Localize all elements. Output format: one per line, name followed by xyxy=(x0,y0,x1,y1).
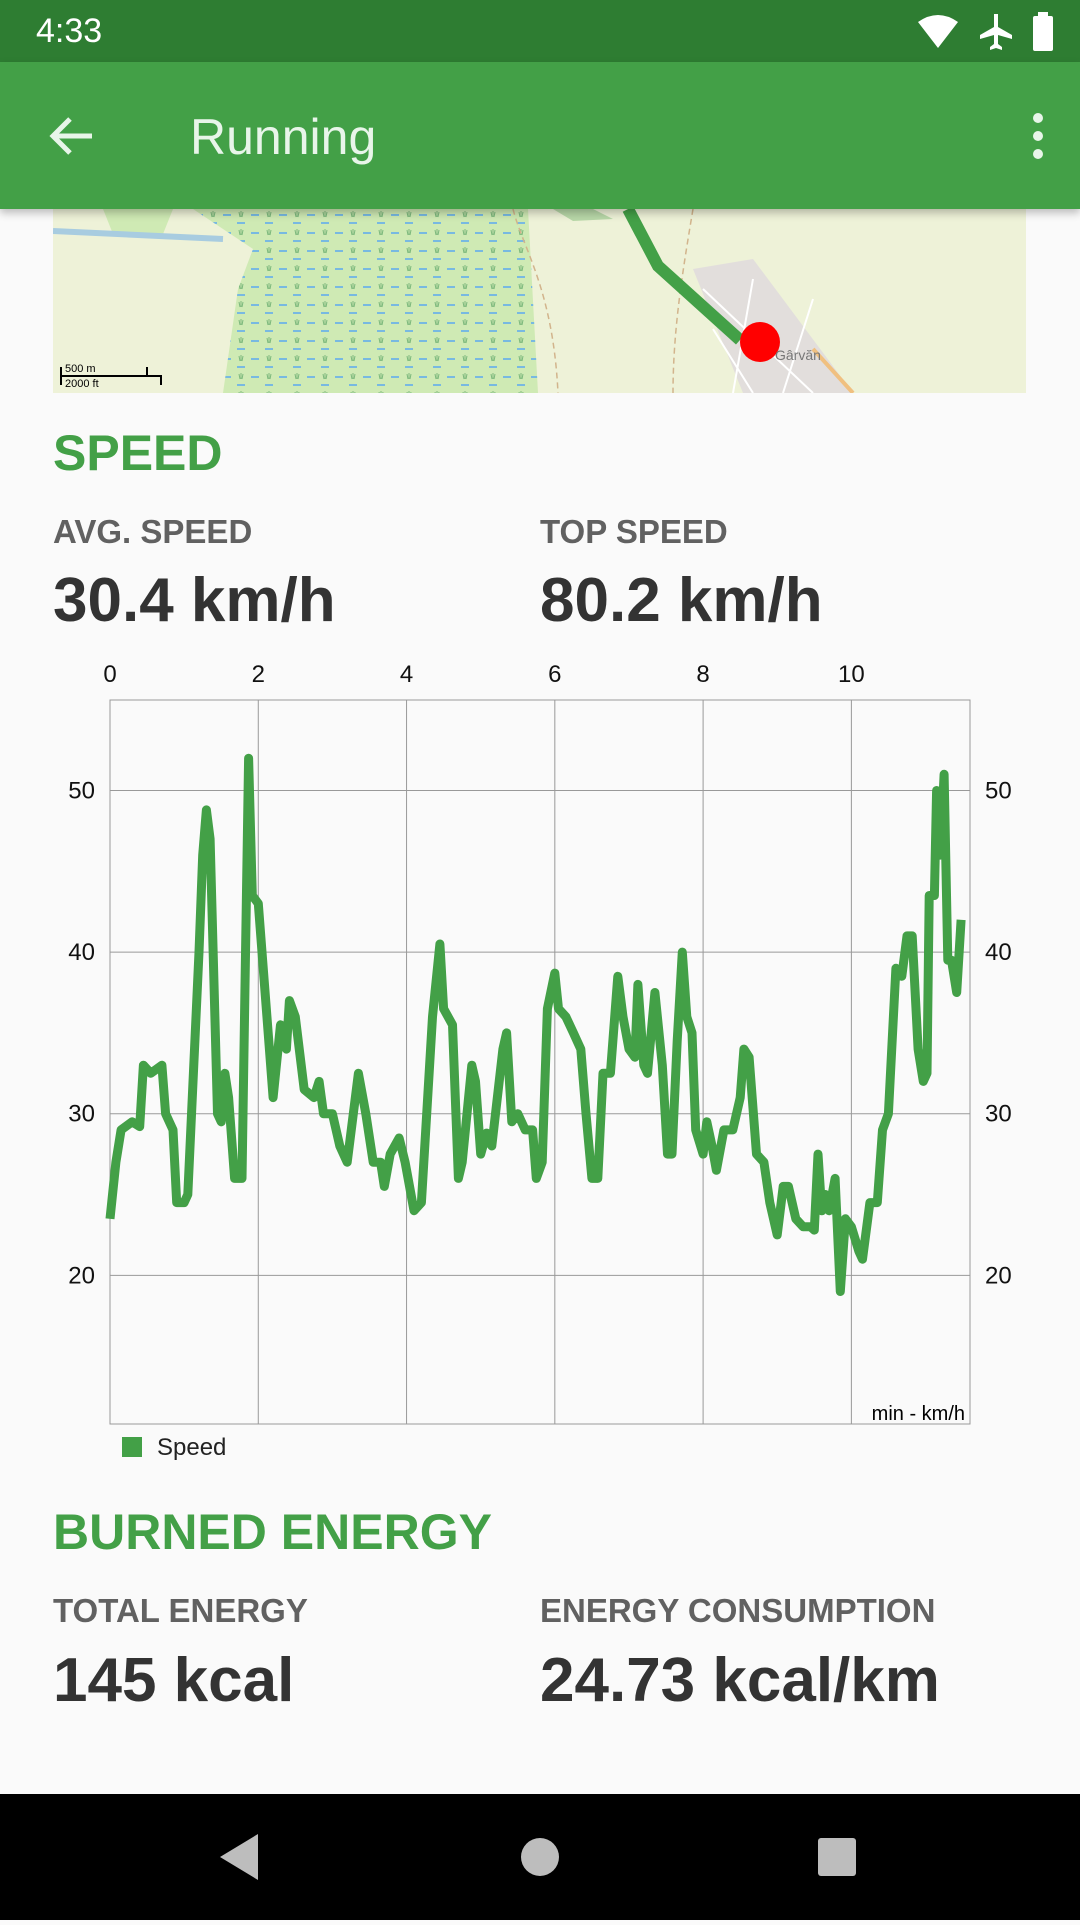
x-tick-label: 10 xyxy=(838,661,865,688)
y-tick-label-right: 50 xyxy=(985,778,1012,805)
top-speed-label: TOP SPEED xyxy=(540,513,728,550)
status-time: 4:33 xyxy=(36,12,103,50)
total-energy-label: TOTAL ENERGY xyxy=(53,1592,308,1629)
wifi-icon xyxy=(918,15,958,48)
chart-unit-label: min - km/h xyxy=(872,1403,965,1425)
back-nav-icon[interactable] xyxy=(220,1834,258,1880)
legend-swatch xyxy=(122,1437,142,1457)
page-title: Running xyxy=(190,109,377,165)
x-tick-label: 4 xyxy=(400,661,413,688)
recents-nav-icon[interactable] xyxy=(818,1838,856,1876)
x-tick-label: 6 xyxy=(548,661,561,688)
home-nav-icon[interactable] xyxy=(521,1838,559,1876)
scale-imperial: 2000 ft xyxy=(65,378,99,390)
energy-consumption-value: 24.73 kcal/km xyxy=(540,1646,940,1715)
scale-metric: 500 m xyxy=(65,363,96,375)
avg-speed-value: 30.4 km/h xyxy=(53,566,336,635)
top-speed-value: 80.2 km/h xyxy=(540,566,823,635)
map-place-label: Gârvăn xyxy=(775,347,821,363)
total-energy-value: 145 kcal xyxy=(53,1646,295,1715)
arrow-left-icon[interactable] xyxy=(46,110,98,162)
x-tick-label: 2 xyxy=(252,661,265,688)
x-tick-label: 8 xyxy=(696,661,709,688)
y-tick-label-right: 40 xyxy=(985,939,1012,966)
y-tick-label-left: 20 xyxy=(68,1262,95,1289)
x-tick-label: 0 xyxy=(103,661,116,688)
more-vert-icon[interactable] xyxy=(1018,110,1058,162)
speed-chart: 0 2 4 6 8 10 20 20 30 30 40 40 50 50 min - km/h Speed xyxy=(0,650,1080,1480)
battery-icon xyxy=(1033,12,1053,51)
speed-series-line xyxy=(105,753,966,1296)
legend-label: Speed xyxy=(157,1434,226,1461)
y-tick-label-right: 20 xyxy=(985,1262,1012,1289)
airplane-icon xyxy=(980,14,1012,50)
y-tick-label-left: 50 xyxy=(68,778,95,805)
y-tick-label-right: 30 xyxy=(985,1101,1012,1128)
speed-heading: SPEED xyxy=(53,425,223,481)
speed-chart-svg: 0 2 4 6 8 10 20 20 30 30 40 40 50 50 min - km/h Speed xyxy=(68,661,1012,1461)
app-toolbar: Running xyxy=(0,62,1080,209)
map-scale-bar: 500 m 2000 ft xyxy=(60,363,162,390)
navigation-bar xyxy=(0,1794,1080,1920)
energy-heading: BURNED ENERGY xyxy=(53,1504,492,1560)
y-tick-label-left: 30 xyxy=(68,1101,95,1128)
route-map[interactable]: Gârvăn 500 m 2000 ft xyxy=(53,209,1026,393)
location-marker xyxy=(740,322,780,362)
plot-frame xyxy=(109,699,971,1425)
energy-consumption-label: ENERGY CONSUMPTION xyxy=(540,1592,936,1629)
status-bar: 4:33 xyxy=(0,0,1080,62)
y-tick-label-left: 40 xyxy=(68,939,95,966)
avg-speed-label: AVG. SPEED xyxy=(53,513,253,550)
